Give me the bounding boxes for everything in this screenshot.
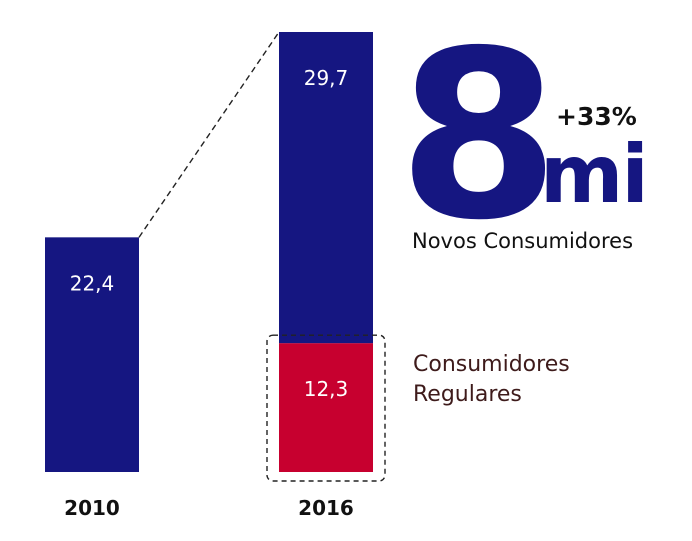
x-tick-label-2016: 2016 [298,496,354,520]
data-label-2016-1: 12,3 [304,377,349,401]
x-tick-label-2010: 2010 [64,496,120,520]
bar-2016-segment-1 [279,32,373,344]
kpi-label: Novos Consumidores [412,229,634,253]
kpi-unit: mi [540,128,649,221]
kpi-big-number: 8 [398,1,559,271]
legend-line-1: Consumidores [413,352,570,377]
data-label-2016-0: 29,7 [304,66,349,90]
bar-2010-segment-1 [45,237,139,472]
growth-connector-line [138,31,280,238]
kpi-growth-percent: +33% [556,102,637,131]
bar-2016-segment-0 [279,343,373,472]
data-label-2010-0: 22,4 [70,271,115,295]
regular-consumers-highlight [266,334,386,482]
legend-regular-consumers: Consumidores Regulares [413,350,653,410]
legend-line-2: Regulares [413,382,522,407]
